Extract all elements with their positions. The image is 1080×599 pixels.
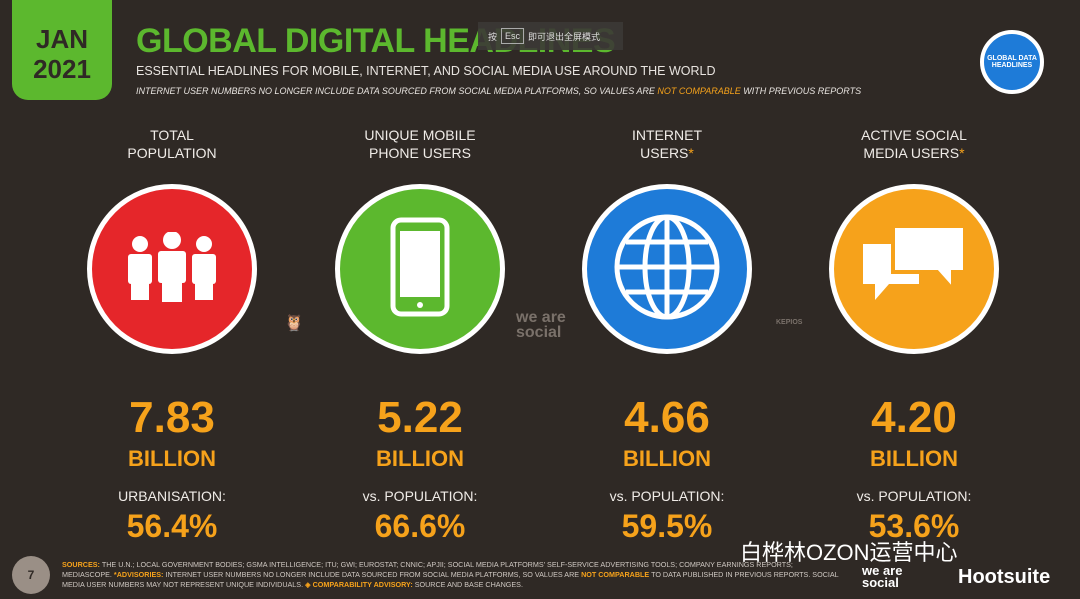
stat-sub-label: vs. POPULATION: [856,488,972,504]
stat-globe: INTERNET USERS* 4.66 BILLION vs. POPULATI… [552,126,782,545]
kepios-logo: KEPIOS [776,319,803,326]
stat-value: 4.66 [624,393,710,442]
we-are-social-logo: we are social [862,563,903,590]
global-data-badge: GLOBAL DATA HEADLINES [980,30,1044,94]
stat-people: TOTAL POPULATION 7.83 BILLION URBANISATIO… [57,126,287,545]
stat-label: ACTIVE SOCIAL MEDIA USERS* [861,127,967,161]
stat-label: TOTAL POPULATION [127,127,217,161]
watermark: 白桦林OZON运营中心 [740,540,958,565]
phone-icon [390,217,450,322]
stat-sub-label: vs. POPULATION: [362,488,478,504]
stat-circle [335,184,505,354]
stat-percentage: 53.6% [868,508,960,544]
stat-unit: BILLION [128,446,216,471]
stat-sub-label: URBANISATION: [118,488,226,504]
hootsuite-logo: Hootsuite [958,566,1051,588]
stat-percentage: 66.6% [374,508,466,544]
stat-sub-label: vs. POPULATION: [609,488,725,504]
note: INTERNET USER NUMBERS NO LONGER INCLUDE … [136,86,862,96]
stat-chat: ACTIVE SOCIAL MEDIA USERS* 4.20 BILLION v… [799,126,1029,545]
chat-icon [859,222,969,317]
stat-value: 4.20 [871,393,957,442]
globe-icon [612,212,722,327]
stat-value: 5.22 [377,393,463,442]
stat-circle [87,184,257,354]
stat-circle [829,184,999,354]
stat-percentage: 56.4% [126,508,218,544]
people-icon [122,230,222,307]
hootsuite-owl-icon: 🦉 [284,315,304,332]
stat-label: UNIQUE MOBILE PHONE USERS [364,127,476,161]
stat-circle [582,184,752,354]
stat-value: 7.83 [129,393,215,442]
stat-unit: BILLION [870,446,958,471]
stat-phone: UNIQUE MOBILE PHONE USERS 5.22 BILLION vs… [305,126,535,545]
footer-sources: SOURCES: THE U.N.; LOCAL GOVERNMENT BODI… [62,560,839,589]
page-number: 7 [12,556,50,594]
fullscreen-toast: 按 Esc 即可退出全屏模式 [478,22,623,50]
date-badge: JAN 2021 [12,0,112,100]
stat-percentage: 59.5% [621,508,713,544]
we-are-social-logo: we are social [516,309,566,341]
stat-label: INTERNET USERS* [632,127,702,161]
subtitle: ESSENTIAL HEADLINES FOR MOBILE, INTERNET… [136,64,716,78]
stat-unit: BILLION [623,446,711,471]
stat-unit: BILLION [376,446,464,471]
